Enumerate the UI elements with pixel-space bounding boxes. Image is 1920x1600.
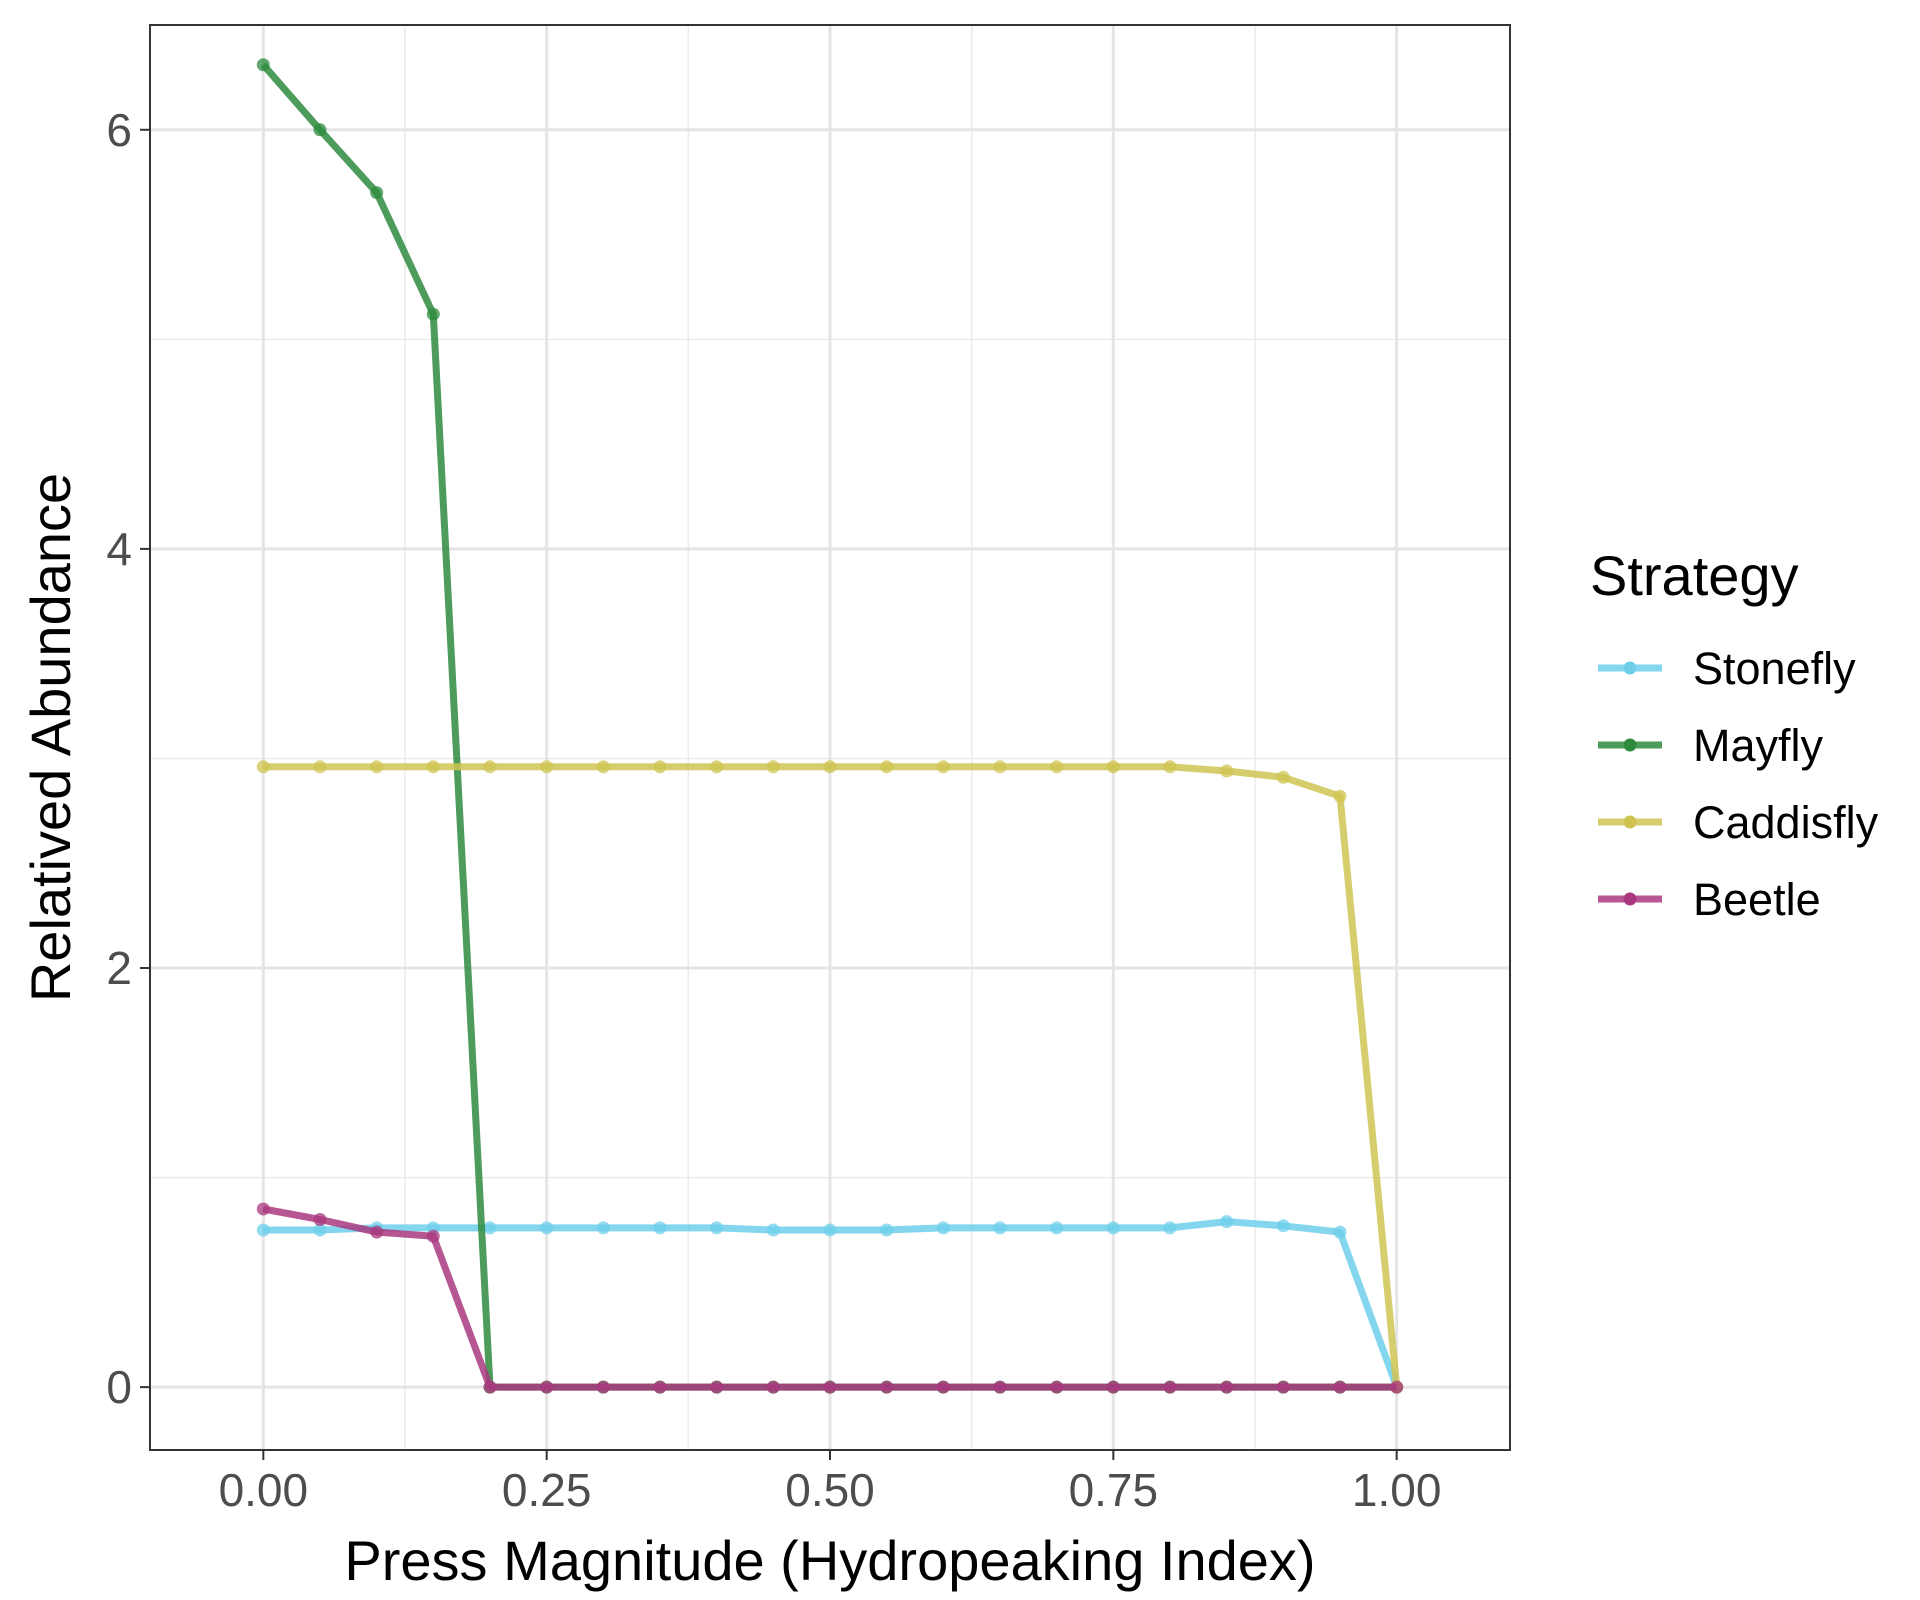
data-point-beetle xyxy=(540,1380,554,1394)
data-point-beetle xyxy=(313,1213,327,1226)
x-axis-title: Press Magnitude (Hydropeaking Index) xyxy=(344,1529,1315,1592)
data-point-stonefly xyxy=(256,1223,270,1237)
data-point-caddisfly xyxy=(370,760,384,774)
legend-label: Stonefly xyxy=(1693,643,1856,694)
data-point-mayfly xyxy=(313,123,327,137)
data-point-beetle xyxy=(1106,1380,1120,1394)
data-point-beetle xyxy=(426,1229,440,1243)
data-point-beetle xyxy=(1050,1380,1064,1394)
data-point-beetle xyxy=(483,1380,497,1394)
legend-items: Stonefly Mayfly Caddisfly Beetle xyxy=(1598,643,1879,925)
data-point-beetle xyxy=(823,1380,837,1394)
data-point-beetle xyxy=(1220,1380,1234,1394)
data-point-caddisfly xyxy=(426,760,440,774)
data-point-beetle xyxy=(256,1202,270,1216)
data-point-caddisfly xyxy=(540,760,554,774)
data-point-beetle xyxy=(710,1380,724,1394)
series-lines xyxy=(256,58,1404,1394)
series-beetle xyxy=(256,1202,1404,1394)
data-point-beetle xyxy=(1333,1380,1347,1394)
x-tick-label: 1.00 xyxy=(1352,1464,1442,1516)
data-point-stonefly xyxy=(1163,1221,1177,1235)
data-point-stonefly xyxy=(653,1221,667,1235)
legend-item-beetle: Beetle xyxy=(1598,874,1821,925)
data-point-beetle xyxy=(880,1380,894,1394)
data-point-stonefly xyxy=(766,1223,780,1237)
data-point-stonefly xyxy=(1106,1221,1120,1235)
data-point-beetle xyxy=(370,1225,384,1239)
data-point-stonefly xyxy=(823,1223,837,1237)
legend: Strategy Stonefly Mayfly Caddisfly Beetle xyxy=(1590,544,1879,925)
data-point-stonefly xyxy=(936,1221,950,1235)
data-point-beetle xyxy=(766,1380,780,1394)
data-point-caddisfly xyxy=(1106,760,1120,774)
data-point-beetle xyxy=(1276,1380,1290,1394)
legend-key-point xyxy=(1623,661,1637,675)
y-axis-title: Relatived Abundance xyxy=(19,473,82,1002)
data-point-mayfly xyxy=(370,186,384,200)
data-point-stonefly xyxy=(1276,1219,1290,1233)
data-point-caddisfly xyxy=(936,760,950,774)
data-point-caddisfly xyxy=(993,760,1007,774)
y-tick-label: 0 xyxy=(106,1361,132,1413)
data-point-caddisfly xyxy=(1276,770,1290,784)
legend-key-point xyxy=(1623,892,1637,906)
legend-key-point xyxy=(1623,815,1637,829)
legend-title: Strategy xyxy=(1590,544,1799,607)
legend-label: Mayfly xyxy=(1693,720,1824,771)
legend-label: Beetle xyxy=(1693,874,1821,925)
data-point-caddisfly xyxy=(596,760,610,774)
data-point-caddisfly xyxy=(766,760,780,774)
axes: 0.00 0.25 0.50 0.75 1.00 0 2 4 6 xyxy=(106,104,1441,1516)
data-point-caddisfly xyxy=(1050,760,1064,774)
data-point-stonefly xyxy=(993,1221,1007,1235)
data-point-caddisfly xyxy=(653,760,667,774)
data-point-stonefly xyxy=(1220,1215,1234,1229)
data-point-stonefly xyxy=(880,1223,894,1237)
data-point-mayfly xyxy=(426,307,440,321)
legend-item-stonefly: Stonefly xyxy=(1598,643,1856,694)
data-point-caddisfly xyxy=(1333,789,1347,803)
data-point-caddisfly xyxy=(483,760,497,774)
data-point-caddisfly xyxy=(313,760,327,774)
data-point-mayfly xyxy=(256,58,270,72)
x-tick-label: 0.00 xyxy=(219,1464,309,1516)
data-point-beetle xyxy=(936,1380,950,1394)
data-point-beetle xyxy=(993,1380,1007,1394)
data-point-caddisfly xyxy=(1163,760,1177,774)
data-point-caddisfly xyxy=(256,760,270,774)
y-tick-label: 4 xyxy=(106,523,132,575)
data-point-caddisfly xyxy=(823,760,837,774)
legend-key-point xyxy=(1623,738,1637,752)
data-point-beetle xyxy=(596,1380,610,1394)
data-point-caddisfly xyxy=(710,760,724,774)
data-point-beetle xyxy=(1163,1380,1177,1394)
data-point-stonefly xyxy=(483,1221,497,1235)
data-point-stonefly xyxy=(313,1223,327,1237)
data-point-beetle xyxy=(1390,1380,1404,1394)
legend-item-caddisfly: Caddisfly xyxy=(1598,797,1879,848)
data-point-caddisfly xyxy=(880,760,894,774)
y-tick-label: 2 xyxy=(106,942,132,994)
data-point-stonefly xyxy=(540,1221,554,1235)
data-point-stonefly xyxy=(596,1221,610,1235)
x-tick-label: 0.25 xyxy=(502,1464,592,1516)
data-point-caddisfly xyxy=(1220,764,1234,778)
x-tick-label: 0.75 xyxy=(1069,1464,1159,1516)
x-tick-label: 0.50 xyxy=(785,1464,875,1516)
data-point-stonefly xyxy=(1050,1221,1064,1235)
y-tick-label: 6 xyxy=(106,104,132,156)
data-point-beetle xyxy=(653,1380,667,1394)
data-point-stonefly xyxy=(1333,1225,1347,1239)
legend-label: Caddisfly xyxy=(1693,797,1879,848)
data-point-stonefly xyxy=(710,1221,724,1235)
legend-item-mayfly: Mayfly xyxy=(1598,720,1824,771)
